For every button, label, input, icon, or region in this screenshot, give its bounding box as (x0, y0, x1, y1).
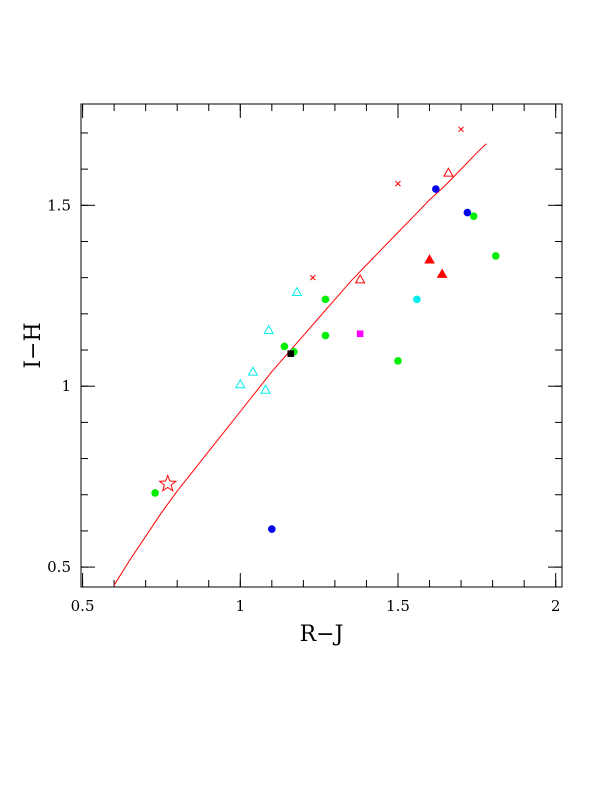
data-point-circle (413, 295, 421, 304)
data-point-square (287, 350, 295, 357)
data-point-circle (321, 331, 330, 340)
data-point-triangle-filled (436, 268, 448, 278)
data-point-circle (268, 525, 276, 533)
data-point-circle (491, 252, 500, 260)
x-axis-label: R−J (300, 622, 344, 647)
y-axis-label: I−H (21, 322, 46, 368)
data-point-triangle-open (263, 324, 275, 334)
data-point-circle (151, 489, 159, 497)
data-point-triangle-open (291, 286, 303, 297)
data-point-star (158, 473, 178, 492)
x-tick-label: 0.5 (71, 597, 95, 615)
data-point-triangle-open (443, 167, 454, 177)
data-point-triangle-open (247, 366, 259, 376)
x-tick-label: 2 (551, 597, 561, 615)
curve-cross-marker (309, 274, 316, 281)
data-point-triangle-filled (424, 254, 435, 264)
y-tick-label: 1 (61, 377, 71, 395)
plot-frame (80, 103, 563, 588)
data-point-triangle-open (354, 273, 366, 284)
data-point-circle (280, 342, 289, 351)
data-point-square (356, 330, 364, 338)
curve-cross-marker (458, 126, 464, 133)
model-curve (113, 126, 487, 586)
data-point-triangle-open (260, 384, 271, 394)
data-points (151, 167, 500, 533)
data-point-circle (469, 212, 478, 220)
x-tick-label: 1 (236, 597, 246, 615)
data-point-circle (394, 357, 402, 365)
curve-cross-marker (395, 180, 401, 187)
data-point-circle (432, 185, 440, 193)
model-curve-line (113, 143, 487, 586)
data-point-triangle-open (234, 378, 246, 389)
axes: 0.5 1 1.5 2 0.5 1 1.5 (47, 103, 563, 615)
y-tick-label: 0.5 (47, 558, 71, 576)
y-tick-label: 1.5 (47, 196, 71, 214)
data-point-circle (463, 208, 472, 217)
x-tick-label: 1.5 (386, 597, 410, 615)
data-point-circle (321, 295, 330, 304)
